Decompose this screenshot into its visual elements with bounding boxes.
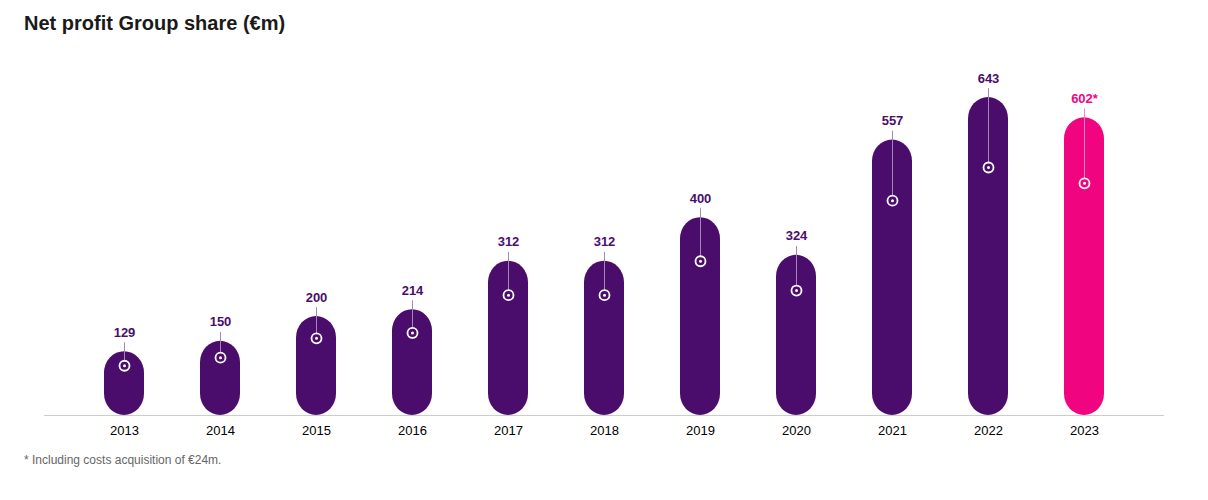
svg-text:150: 150 <box>210 314 232 329</box>
svg-text:200: 200 <box>306 290 328 305</box>
svg-text:2016: 2016 <box>398 423 427 438</box>
svg-text:2013: 2013 <box>110 423 139 438</box>
svg-text:2023: 2023 <box>1070 423 1099 438</box>
svg-text:602*: 602* <box>1071 91 1099 106</box>
svg-text:400: 400 <box>690 191 712 206</box>
svg-text:129: 129 <box>114 325 136 340</box>
svg-text:2022: 2022 <box>974 423 1003 438</box>
svg-text:2018: 2018 <box>590 423 619 438</box>
svg-text:2020: 2020 <box>782 423 811 438</box>
svg-text:2019: 2019 <box>686 423 715 438</box>
svg-text:312: 312 <box>498 234 520 249</box>
svg-text:214: 214 <box>402 283 424 298</box>
svg-text:2017: 2017 <box>494 423 523 438</box>
html-text:Net profit Group share (€m): Net profit Group share (€m) <box>24 12 286 34</box>
svg-text:557: 557 <box>882 113 904 128</box>
svg-text:2015: 2015 <box>302 423 331 438</box>
svg-text:2021: 2021 <box>878 423 907 438</box>
svg-text:324: 324 <box>786 228 808 243</box>
svg-text:643: 643 <box>978 71 1000 86</box>
svg-text:2014: 2014 <box>206 423 235 438</box>
svg-text:312: 312 <box>594 234 616 249</box>
html-text:* Including costs acquisition: * Including costs acquisition of €24m. <box>24 453 222 467</box>
